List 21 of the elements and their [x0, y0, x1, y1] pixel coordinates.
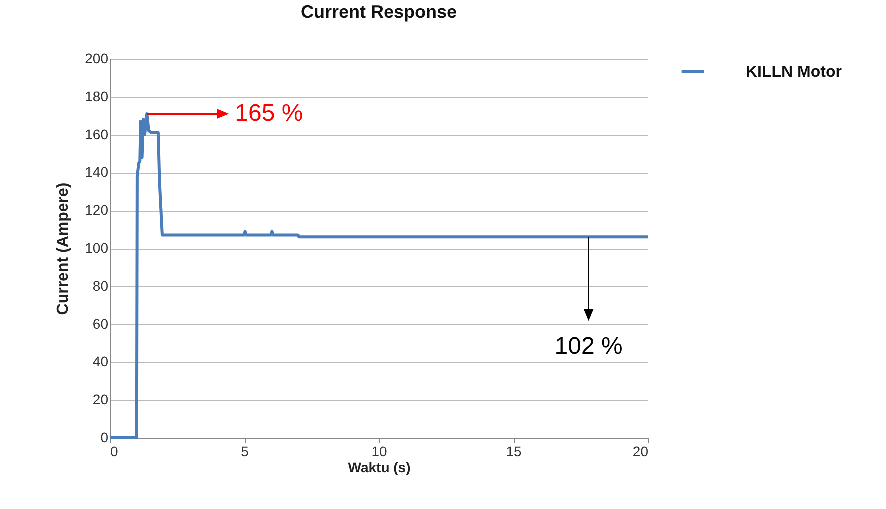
- y-tick-label: 120: [85, 202, 109, 218]
- y-tick-label: 180: [85, 88, 109, 104]
- y-tick-label: 140: [85, 164, 109, 180]
- text: KILLN Motor: [746, 64, 842, 81]
- y-tick-label: 40: [92, 354, 109, 370]
- y-tick-label: 0: [100, 430, 109, 446]
- x-tick-label: 20: [632, 444, 649, 460]
- annotation: 102 %: [554, 333, 623, 360]
- annotation: 165 %: [235, 100, 304, 127]
- y-tick-label: 20: [92, 392, 109, 408]
- chart-title: Current Response: [300, 2, 458, 22]
- y-tick-label: 100: [85, 240, 109, 256]
- x-axis-title: Waktu (s): [348, 460, 411, 476]
- y-tick-label: 200: [85, 50, 109, 66]
- x-tick-label: 15: [506, 444, 522, 460]
- y-axis-title: Current (Ampere): [55, 182, 72, 316]
- x-tick-label: 5: [241, 444, 250, 460]
- y-tick-label: 60: [92, 316, 109, 332]
- x-tick-label: 10: [372, 444, 388, 460]
- y-tick-label: 80: [92, 278, 109, 294]
- y-tick-label: 160: [85, 126, 109, 142]
